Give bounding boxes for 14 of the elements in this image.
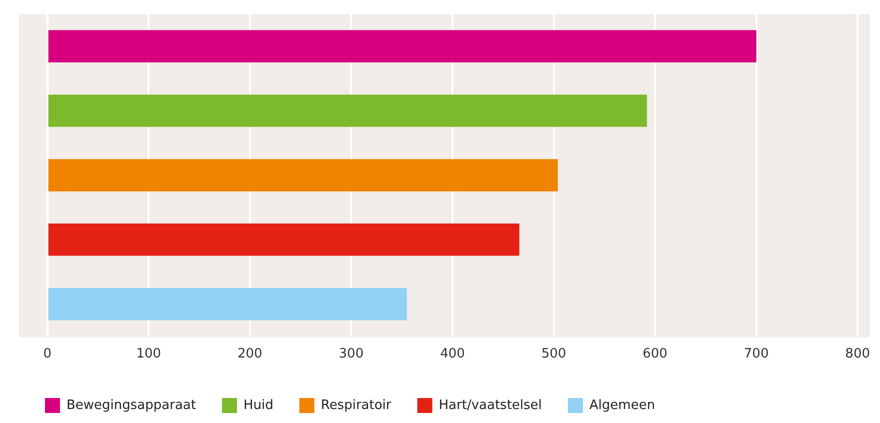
x-tick-label: 600	[642, 346, 668, 362]
x-tick-label: 100	[136, 346, 162, 362]
x-tick-label: 400	[440, 346, 465, 362]
legend-label: Respiratoir	[320, 398, 392, 413]
x-tick-label: 500	[541, 346, 566, 362]
legend-label: Hart/vaatstelsel	[438, 398, 542, 413]
x-tick-label: 800	[845, 346, 870, 362]
legend-label: Bewegingsapparaat	[66, 398, 196, 413]
legend-label: Huid	[243, 398, 274, 413]
x-tick-label: 200	[238, 346, 262, 362]
x-tick-label: 700	[744, 346, 769, 362]
legend-label: Algemeen	[589, 398, 656, 413]
x-tick-label: 0	[43, 346, 52, 362]
x-tick-label: 300	[338, 346, 364, 362]
